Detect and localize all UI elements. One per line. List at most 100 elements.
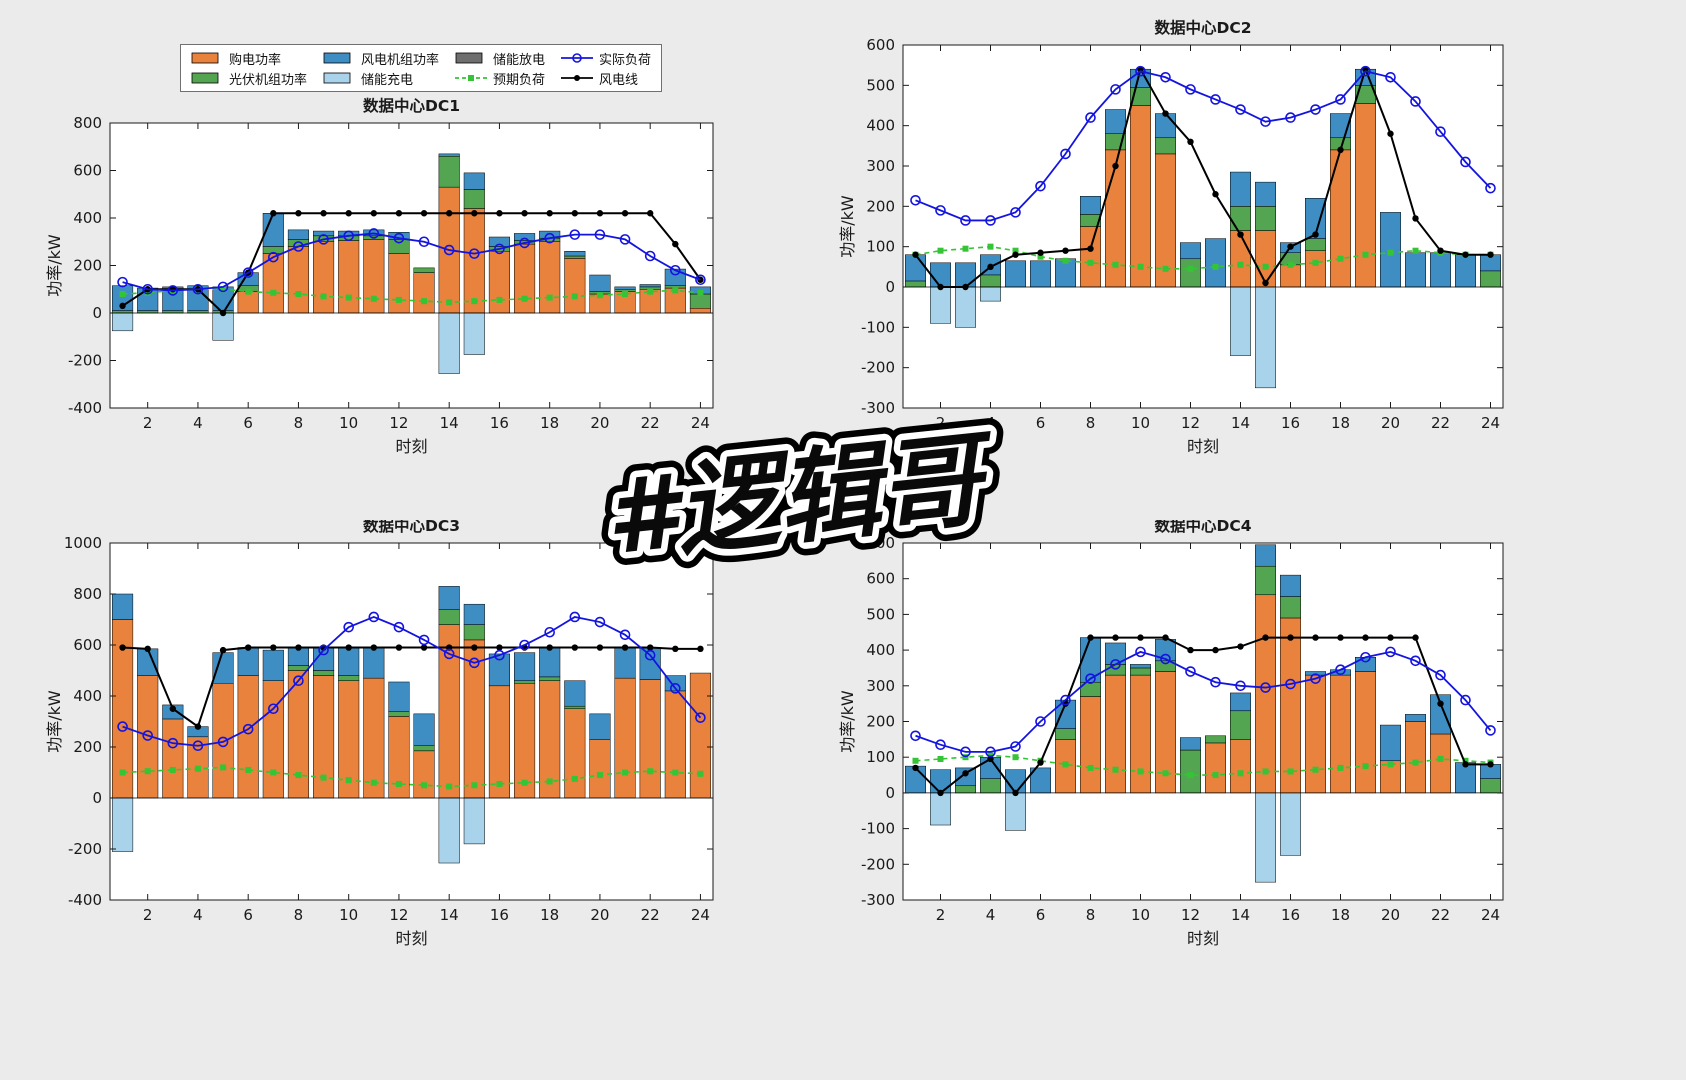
bar-segment-wind — [1180, 242, 1201, 260]
legend-item-pv: 光伏机组功率 — [191, 69, 307, 88]
bar-segment-wind — [564, 251, 586, 257]
x-tick-label: 12 — [389, 906, 408, 924]
x-tick-label: 8 — [294, 414, 304, 432]
bar-segment-pv — [1255, 565, 1276, 596]
legend-label: 光伏机组功率 — [229, 72, 308, 88]
bar-segment-pv — [514, 680, 536, 684]
y-tick-label: 0 — [885, 278, 895, 296]
bar-segment-wind — [614, 647, 636, 679]
x-tick-label: 16 — [1281, 414, 1300, 432]
expected-load-line — [119, 286, 704, 306]
bar-segment-purchase — [363, 239, 385, 314]
bar-segment-purchase — [1080, 696, 1101, 794]
bar-segment-wind — [955, 767, 976, 787]
x-tick-label: 4 — [193, 414, 203, 432]
y-tick-label: 0 — [885, 784, 895, 802]
bar-segment-wind — [564, 680, 586, 707]
bar-segment-pv — [338, 675, 360, 681]
bar-segment-wind — [1355, 656, 1376, 672]
legend-item-discharge: 储能放电 — [455, 49, 545, 68]
legend-swatch-expected — [455, 75, 488, 81]
x-tick-label: 20 — [590, 414, 609, 432]
bar-segment-wind — [262, 649, 284, 681]
bar-segment-purchase — [564, 258, 586, 314]
chart-title: 数据中心DC4 — [1154, 520, 1251, 535]
x-tick-label: 16 — [490, 414, 509, 432]
y-tick-label: 200 — [73, 738, 102, 756]
x-tick-label: 22 — [1431, 414, 1450, 432]
bar-segment-wind — [438, 153, 460, 157]
y-tick-label: -200 — [68, 840, 102, 858]
bar-segment-wind — [1180, 737, 1201, 751]
legend-swatch-pv — [191, 72, 219, 84]
axes-box — [902, 44, 1504, 409]
bar-segment-wind — [589, 713, 611, 740]
bar-segment-purchase — [1130, 105, 1151, 288]
bar-segment-wind — [1080, 196, 1101, 215]
bar-segment-purchase — [1355, 671, 1376, 794]
wind-power-line — [119, 210, 704, 317]
x-tick-label: 12 — [1181, 414, 1200, 432]
x-tick-label: 6 — [1036, 414, 1046, 432]
bar-segment-purchase — [162, 718, 184, 799]
bar-segment-purchase — [614, 677, 636, 799]
bar-segment-wind — [514, 233, 536, 241]
bar-segment-pv — [1205, 735, 1226, 744]
bar-segment-pv — [463, 189, 485, 209]
chart-title: 数据中心DC2 — [1154, 18, 1251, 37]
x-tick-label: 2 — [936, 414, 946, 432]
y-tick-label: 500 — [866, 76, 895, 94]
bar-segment-charge — [463, 312, 485, 355]
bar-segment-charge — [955, 286, 976, 328]
y-tick-label: 600 — [866, 36, 895, 54]
bar-segment-wind — [614, 286, 636, 290]
y-axis-label: 功率/kW — [838, 690, 857, 753]
bar-segment-wind — [1205, 238, 1226, 288]
bar-segment-purchase — [212, 683, 234, 799]
bar-segment-purchase — [1280, 617, 1301, 794]
y-tick-label: -200 — [861, 359, 895, 377]
bar-segment-wind — [287, 229, 309, 240]
bar-segment-wind — [388, 681, 410, 712]
bar-segment-purchase — [413, 272, 435, 314]
bar-segment-wind — [1305, 671, 1326, 676]
plot-background — [110, 543, 713, 900]
bar-segment-pv — [438, 609, 460, 625]
bar-segment-purchase — [1405, 721, 1426, 794]
bar-segment-wind — [413, 713, 435, 746]
legend-swatch-purchase — [191, 52, 219, 64]
bar-segment-pv — [1105, 664, 1126, 676]
legend-swatch-actual — [561, 53, 594, 63]
y-tick-label: 1000 — [64, 534, 102, 552]
bar-segment-wind — [1255, 544, 1276, 567]
bar-segment-charge — [112, 312, 134, 332]
bar-segment-purchase — [589, 739, 611, 799]
bar-segment-charge — [438, 797, 460, 864]
actual-load-line — [117, 611, 706, 752]
plot-background — [903, 45, 1503, 408]
y-tick-label: -100 — [861, 318, 895, 336]
stacked-bars — [112, 586, 711, 864]
legend-item-wind: 风电机组功率 — [323, 49, 439, 68]
bar-segment-wind — [514, 652, 536, 681]
legend-label: 风电线 — [599, 72, 639, 88]
y-tick-label: 400 — [73, 687, 102, 705]
bar-segment-pv — [313, 670, 335, 676]
y-tick-label: -200 — [861, 855, 895, 873]
bar-segment-wind — [488, 653, 510, 687]
bar-segment-purchase — [1230, 230, 1251, 288]
y-tick-label: -100 — [861, 820, 895, 838]
legend: 购电功率 光伏机组功率 风电机组功率 储能充电 储能放电 预期负荷 实际负荷 风电线 — [180, 44, 663, 92]
y-tick-label: 700 — [866, 534, 895, 552]
bar-segment-pv — [413, 267, 435, 273]
y-tick-label: 500 — [866, 605, 895, 623]
bar-segment-purchase — [1280, 264, 1301, 288]
bar-segment-purchase — [1355, 103, 1376, 288]
bar-segment-charge — [112, 797, 134, 852]
x-tick-label: 16 — [490, 906, 509, 924]
x-tick-label: 14 — [1231, 906, 1250, 924]
